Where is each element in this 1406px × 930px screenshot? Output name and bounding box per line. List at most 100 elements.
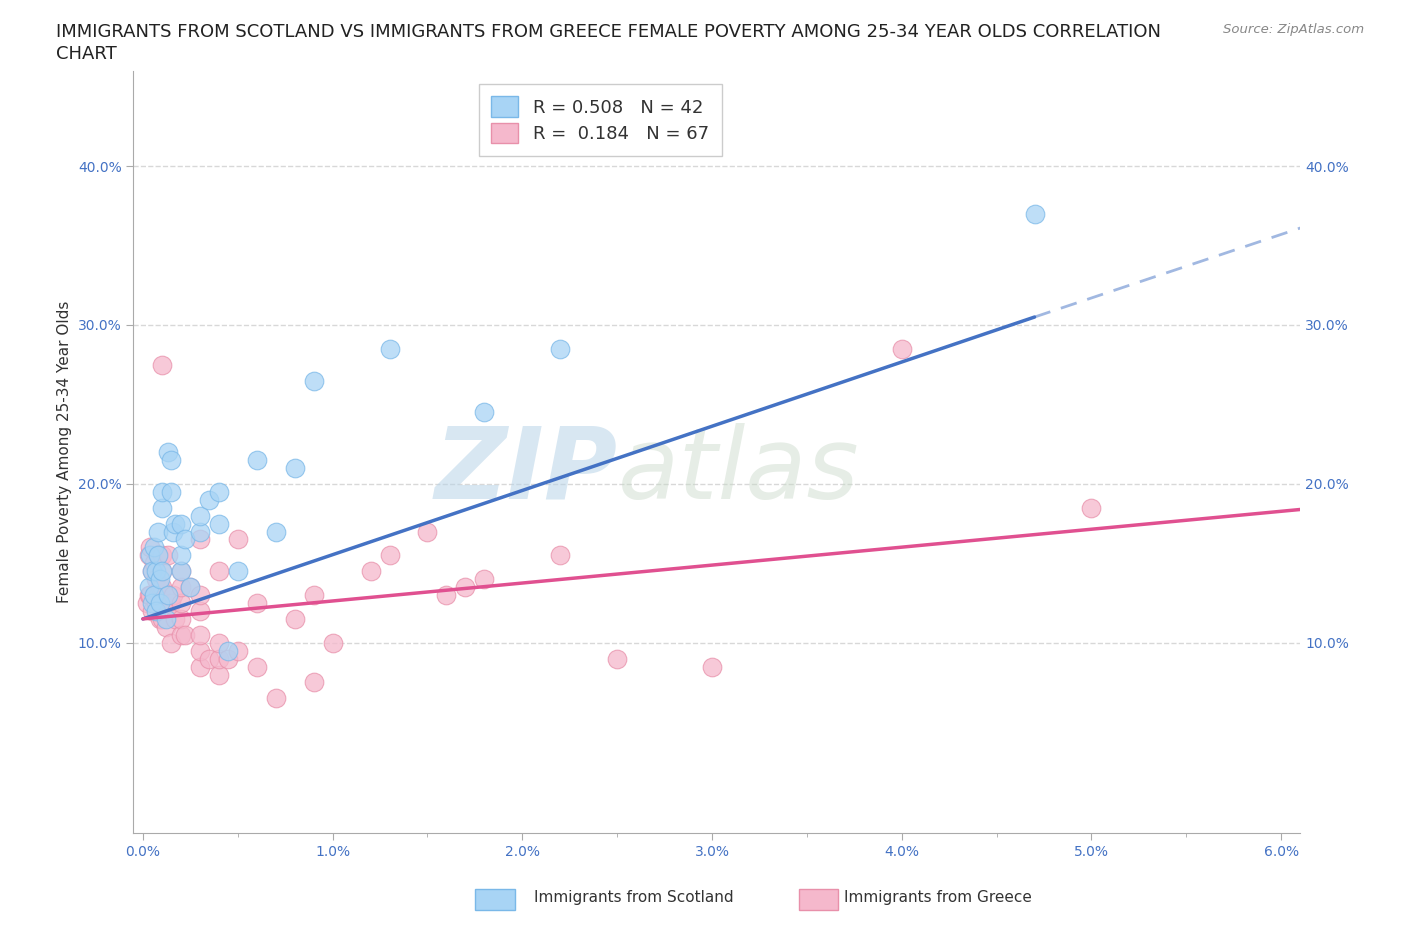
Point	[226, 644, 249, 658]
Point	[138, 548, 160, 563]
Point	[302, 675, 325, 690]
Text: CHART: CHART	[56, 45, 117, 62]
Point	[208, 564, 231, 578]
Point	[138, 579, 160, 594]
Point	[141, 595, 163, 610]
Point	[156, 548, 179, 563]
Point	[188, 604, 211, 618]
Point	[162, 525, 184, 539]
Point	[145, 572, 167, 587]
Point	[145, 564, 167, 578]
Text: atlas: atlas	[617, 422, 859, 520]
Point	[170, 564, 193, 578]
Point	[188, 588, 211, 603]
Point	[146, 588, 169, 603]
Point	[156, 588, 179, 603]
Point	[188, 659, 211, 674]
Point	[150, 595, 173, 610]
Point	[156, 445, 179, 459]
Text: ZIP: ZIP	[434, 422, 617, 520]
Point	[264, 525, 287, 539]
Point	[139, 548, 162, 563]
Point	[150, 500, 173, 515]
Point	[150, 579, 173, 594]
Point	[138, 588, 160, 603]
Point	[160, 453, 183, 468]
Point	[208, 635, 231, 650]
Point	[436, 588, 458, 603]
Point	[188, 508, 211, 523]
Point	[150, 611, 173, 626]
Point	[141, 564, 163, 578]
Y-axis label: Female Poverty Among 25-34 Year Olds: Female Poverty Among 25-34 Year Olds	[58, 301, 72, 604]
Point	[170, 516, 193, 531]
Point	[188, 525, 211, 539]
Point	[198, 651, 221, 666]
Point	[143, 540, 166, 555]
Point	[150, 485, 173, 499]
Point	[302, 588, 325, 603]
Point	[472, 572, 495, 587]
Point	[139, 588, 162, 603]
Point	[700, 659, 723, 674]
Point	[135, 595, 157, 610]
Point	[170, 595, 193, 610]
Point	[1080, 500, 1102, 515]
Text: Immigrants from Scotland: Immigrants from Scotland	[534, 890, 734, 905]
Point	[302, 373, 325, 388]
Point	[173, 532, 195, 547]
Text: IMMIGRANTS FROM SCOTLAND VS IMMIGRANTS FROM GREECE FEMALE POVERTY AMONG 25-34 YE: IMMIGRANTS FROM SCOTLAND VS IMMIGRANTS F…	[56, 23, 1161, 41]
Point	[162, 588, 184, 603]
Point	[179, 579, 201, 594]
Point	[170, 628, 193, 643]
Point	[606, 651, 628, 666]
Text: Source: ZipAtlas.com: Source: ZipAtlas.com	[1223, 23, 1364, 36]
Point	[226, 564, 249, 578]
Point	[378, 341, 401, 356]
Point	[208, 485, 231, 499]
Point	[472, 405, 495, 419]
Point	[155, 611, 177, 626]
Point	[170, 564, 193, 578]
Point	[246, 453, 269, 468]
Point	[160, 485, 183, 499]
Point	[208, 667, 231, 682]
Point	[141, 604, 163, 618]
Point	[198, 492, 221, 507]
Point	[188, 644, 211, 658]
Point	[149, 572, 172, 587]
Legend: R = 0.508   N = 42, R =  0.184   N = 67: R = 0.508 N = 42, R = 0.184 N = 67	[478, 84, 721, 156]
Point	[141, 564, 163, 578]
Point	[217, 651, 239, 666]
Point	[890, 341, 912, 356]
Point	[150, 548, 173, 563]
Point	[145, 604, 167, 618]
Point	[416, 525, 439, 539]
Point	[146, 548, 169, 563]
Point	[548, 341, 571, 356]
Point	[160, 635, 183, 650]
Point	[208, 516, 231, 531]
Point	[170, 548, 193, 563]
Point	[170, 611, 193, 626]
Point	[226, 532, 249, 547]
Point	[188, 628, 211, 643]
Point	[146, 525, 169, 539]
Point	[139, 540, 162, 555]
Point	[160, 595, 183, 610]
Point	[170, 579, 193, 594]
Point	[378, 548, 401, 563]
Point	[143, 588, 166, 603]
Point	[165, 516, 187, 531]
Point	[264, 691, 287, 706]
Point	[284, 460, 307, 475]
Point	[173, 628, 195, 643]
Point	[360, 564, 382, 578]
Point	[143, 556, 166, 571]
Point	[165, 611, 187, 626]
Point	[454, 579, 477, 594]
Point	[208, 651, 231, 666]
Point	[150, 564, 173, 578]
Point	[146, 548, 169, 563]
Point	[284, 611, 307, 626]
